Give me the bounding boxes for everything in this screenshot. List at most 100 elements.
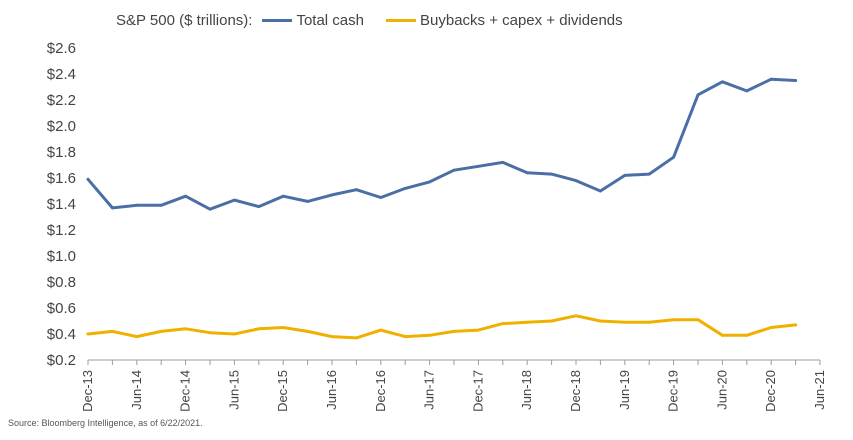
data-point-buybacks — [696, 318, 700, 322]
series-line-total-cash — [86, 77, 798, 211]
data-point-buybacks — [525, 320, 529, 324]
data-point-buybacks — [403, 335, 407, 338]
data-point-buybacks — [452, 330, 456, 333]
x-tick-label: Dec-20 — [763, 370, 778, 412]
x-tick-label: Dec-18 — [568, 370, 583, 412]
data-point-total-cash — [281, 194, 285, 198]
data-point-buybacks — [379, 328, 383, 332]
data-point-buybacks — [330, 335, 334, 338]
data-point-total-cash — [525, 171, 529, 175]
y-tick-label: $2.0 — [47, 118, 76, 135]
data-point-buybacks — [257, 327, 261, 331]
data-point-total-cash — [233, 198, 236, 202]
y-tick-label: $1.4 — [47, 196, 76, 213]
data-point-total-cash — [379, 196, 383, 199]
chart-title: S&P 500 ($ trillions): — [116, 11, 253, 29]
data-point-total-cash — [696, 93, 700, 97]
y-tick-label: $0.4 — [47, 326, 76, 343]
x-tick-label: Dec-15 — [275, 370, 290, 412]
y-tick-label: $1.2 — [47, 222, 76, 239]
legend-swatch-buybacks — [386, 18, 416, 22]
y-tick-label: $2.4 — [47, 66, 76, 83]
data-point-total-cash — [306, 200, 309, 203]
data-point-buybacks — [647, 320, 651, 324]
line-chart: $0.2 $0.4 $0.6 $0.8 $1.0 $1.2 $1.4 $1.6 $1.8 $2.0… — [47, 40, 827, 412]
data-point-total-cash — [647, 172, 651, 176]
data-point-total-cash — [599, 189, 602, 193]
y-tick-label: $2.2 — [47, 92, 76, 109]
data-point-buybacks — [355, 336, 358, 340]
data-point-total-cash — [403, 187, 407, 190]
data-point-total-cash — [501, 161, 505, 164]
data-point-total-cash — [550, 172, 553, 176]
x-tick-label: Dec-13 — [80, 370, 95, 412]
data-point-total-cash — [111, 206, 114, 210]
y-tick-label: $1.0 — [47, 248, 76, 265]
data-point-total-cash — [428, 180, 431, 184]
data-point-buybacks — [233, 332, 236, 336]
data-point-total-cash — [574, 179, 578, 183]
x-tick-label: Jun-15 — [226, 370, 241, 410]
data-point-buybacks — [550, 319, 553, 323]
data-point-total-cash — [452, 168, 456, 172]
data-point-total-cash — [135, 203, 139, 207]
data-point-total-cash — [330, 193, 334, 197]
data-point-buybacks — [86, 332, 90, 336]
data-point-buybacks — [281, 326, 285, 329]
data-point-total-cash — [477, 164, 480, 168]
legend-item-buybacks: Buybacks + capex + dividends — [386, 12, 623, 29]
data-point-total-cash — [794, 79, 797, 82]
data-point-buybacks — [721, 333, 724, 337]
data-point-total-cash — [672, 155, 675, 159]
y-tick-label: $1.6 — [47, 170, 76, 187]
source-note: Source: Bloomberg Intelligence, as of 6/… — [8, 418, 203, 428]
data-point-buybacks — [208, 331, 212, 335]
x-tick-label: Jun-14 — [129, 370, 144, 410]
data-point-total-cash — [721, 80, 724, 84]
data-point-buybacks — [794, 323, 797, 327]
y-tick-label: $1.8 — [47, 144, 76, 161]
data-point-buybacks — [623, 320, 627, 324]
x-tick-label: Jun-20 — [714, 370, 729, 410]
data-point-total-cash — [86, 177, 90, 181]
data-point-buybacks — [111, 330, 114, 333]
y-tick-label: $0.2 — [47, 352, 76, 369]
y-tick-label: $0.8 — [47, 274, 76, 291]
x-tick-label: Jun-18 — [519, 370, 534, 410]
data-point-buybacks — [769, 326, 773, 329]
data-point-total-cash — [159, 203, 163, 207]
y-tick-label: $0.6 — [47, 300, 76, 317]
data-point-total-cash — [257, 205, 261, 209]
data-point-total-cash — [355, 188, 358, 192]
legend: S&P 500 ($ trillions): Total cash Buybac… — [116, 8, 645, 32]
legend-label-buybacks: Buybacks + capex + dividends — [420, 11, 623, 29]
data-point-buybacks — [306, 330, 309, 333]
legend-swatch-total-cash — [262, 18, 293, 22]
data-point-buybacks — [599, 319, 602, 323]
x-tick-label: Jun-21 — [812, 370, 827, 410]
x-tick-label: Dec-19 — [666, 370, 681, 412]
y-tick-label: $2.6 — [47, 40, 76, 57]
data-point-buybacks — [672, 318, 675, 322]
x-tick-label: Jun-19 — [617, 370, 632, 410]
data-point-buybacks — [501, 322, 505, 325]
x-tick-label: Jun-17 — [422, 370, 437, 410]
x-tick-label: Dec-17 — [470, 370, 485, 412]
data-point-buybacks — [135, 335, 139, 338]
data-point-buybacks — [745, 333, 749, 337]
data-point-buybacks — [428, 333, 431, 337]
x-tick-label: Dec-16 — [373, 370, 388, 412]
legend-item-total-cash: Total cash — [262, 12, 364, 29]
data-point-total-cash — [745, 89, 749, 93]
data-point-buybacks — [574, 314, 578, 318]
series-line-buybacks — [86, 314, 798, 340]
x-tick-label: Dec-14 — [178, 370, 193, 412]
data-point-buybacks — [184, 327, 188, 331]
x-tick-label: Jun-16 — [324, 370, 339, 410]
data-point-total-cash — [769, 77, 773, 81]
data-point-buybacks — [159, 330, 163, 333]
data-point-total-cash — [208, 207, 212, 211]
data-point-total-cash — [184, 194, 188, 198]
legend-label-total-cash: Total cash — [296, 11, 364, 29]
data-point-total-cash — [623, 174, 627, 177]
